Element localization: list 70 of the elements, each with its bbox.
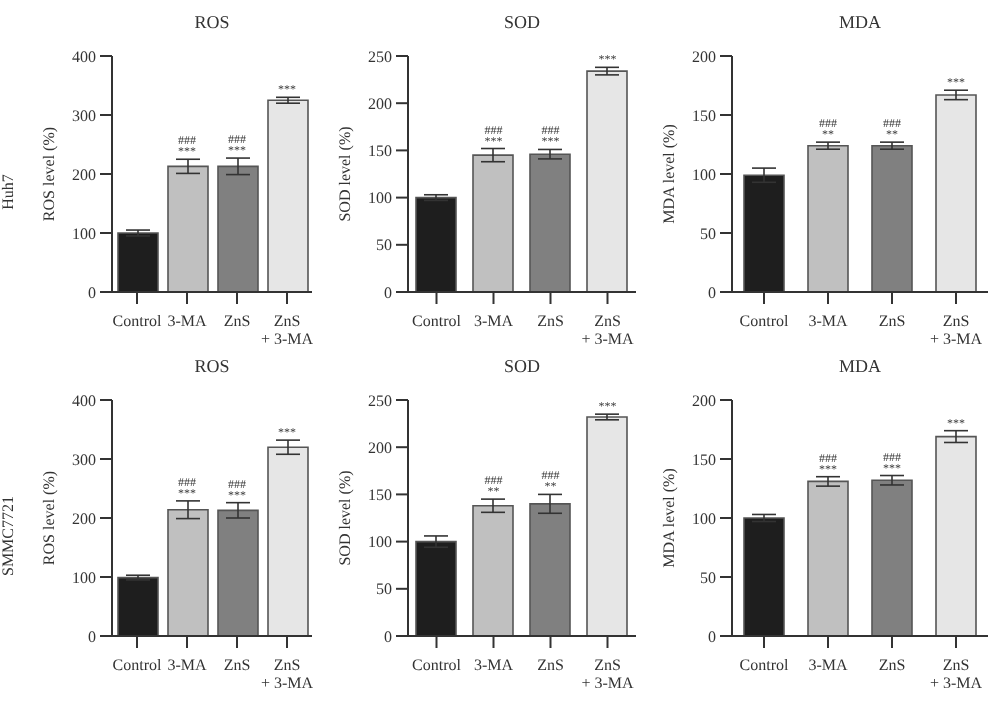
y-tick-label: 100 (692, 509, 716, 528)
y-tick-label: 50 (700, 224, 716, 243)
x-tick-label: ZnS + 3-MA (581, 312, 634, 348)
x-tick-label: Control (412, 656, 463, 674)
y-axis-title: SOD level (%) (335, 469, 354, 566)
y-tick-label: 0 (384, 627, 392, 646)
y-tick-label: 50 (376, 580, 392, 599)
x-tick-label: ZnS + 3-MA (581, 656, 634, 692)
x-tick-label: 3-MA (473, 312, 514, 330)
y-tick-label: 200 (368, 94, 392, 113)
y-tick-label: 200 (72, 509, 96, 528)
y-tick-label: 300 (72, 106, 96, 125)
x-tick-label: ZnS + 3-MA (929, 656, 983, 692)
x-tick-label: 3-MA (167, 312, 207, 330)
y-tick-label: 100 (368, 189, 392, 208)
x-tick-label: ZnS + 3-MA (929, 312, 983, 348)
x-tick-label: ZnS (537, 656, 564, 674)
x-tick-label: Control (112, 312, 163, 330)
chart-title: ROS (192, 356, 232, 376)
y-tick-label: 100 (72, 568, 96, 587)
y-tick-label: 400 (72, 391, 96, 410)
y-tick-label: 100 (692, 165, 716, 184)
y-tick-label: 150 (692, 106, 716, 125)
y-tick-label: 0 (708, 627, 716, 646)
x-tick-label: Control (739, 312, 790, 330)
x-tick-label: ZnS (878, 312, 906, 330)
y-tick-label: 200 (692, 47, 716, 66)
y-tick-label: 0 (708, 283, 716, 302)
y-tick-label: 250 (368, 47, 392, 66)
y-tick-label: 0 (384, 283, 392, 302)
y-tick-label: 200 (72, 165, 96, 184)
y-tick-label: 300 (72, 450, 96, 469)
x-tick-label: 3-MA (167, 656, 207, 674)
x-tick-label: ZnS (223, 656, 251, 674)
y-axis-title: MDA level (%) (659, 123, 678, 224)
y-tick-label: 400 (72, 47, 96, 66)
y-axis-title: ROS level (%) (39, 126, 58, 222)
y-tick-label: 0 (88, 283, 96, 302)
chart-title: MDA (836, 356, 883, 376)
y-tick-label: 200 (368, 438, 392, 457)
y-tick-label: 150 (368, 486, 392, 505)
y-tick-label: 50 (700, 568, 716, 587)
y-tick-label: 100 (72, 224, 96, 243)
y-tick-label: 100 (368, 533, 392, 552)
chart-title: MDA (836, 12, 883, 32)
x-tick-label: Control (739, 656, 790, 674)
y-tick-label: 0 (88, 627, 96, 646)
text: Huh7 (0, 174, 17, 210)
y-axis-title: ROS level (%) (39, 470, 58, 566)
x-tick-label: ZnS + 3-MA (260, 312, 314, 348)
x-tick-label: ZnS (537, 312, 564, 330)
x-tick-label: ZnS (223, 312, 251, 330)
x-tick-label: 3-MA (808, 656, 848, 674)
y-tick-label: 150 (692, 450, 716, 469)
chart-title: SOD (501, 356, 542, 376)
text: SMMC7721 (0, 495, 17, 577)
y-tick-label: 50 (376, 236, 392, 255)
chart-title: ROS (192, 12, 232, 32)
x-tick-label: ZnS + 3-MA (260, 656, 314, 692)
x-tick-label: Control (112, 656, 163, 674)
x-tick-label: 3-MA (808, 312, 848, 330)
x-tick-label: Control (412, 312, 463, 330)
y-axis-title: MDA level (%) (659, 467, 678, 568)
y-axis-title: SOD level (%) (335, 125, 354, 222)
y-tick-label: 250 (368, 391, 392, 410)
y-tick-label: 200 (692, 391, 716, 410)
chart-title: SOD (501, 12, 542, 32)
x-tick-label: 3-MA (473, 656, 514, 674)
x-tick-label: ZnS (878, 656, 906, 674)
y-tick-label: 150 (368, 142, 392, 161)
